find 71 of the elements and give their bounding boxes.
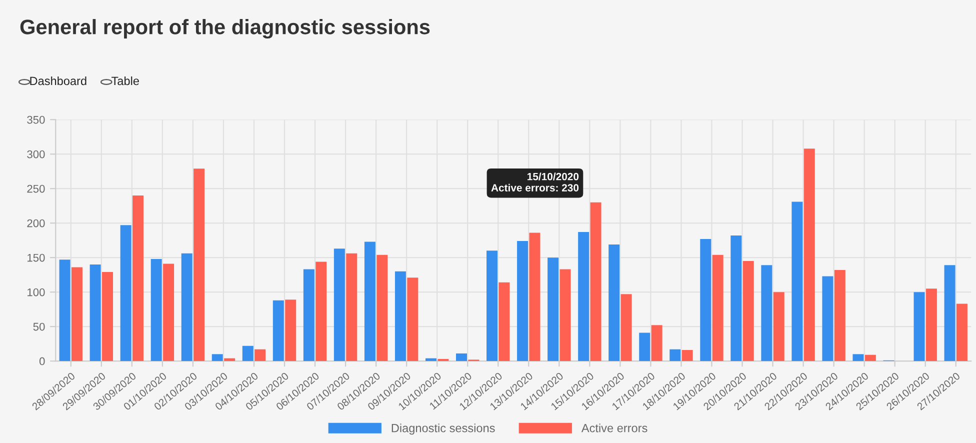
y-tick-label: 200 [27,219,45,228]
bar [59,260,70,362]
chart-title: General report of the diagnostic sessions [20,19,430,39]
annotation: 15/10/2020 Active errors: 230 [491,172,579,192]
bar [334,248,345,362]
y-tick-label: 250 [27,184,45,193]
y-tick-label: 100 [28,288,45,296]
bar [486,250,498,362]
text: Dashboard [30,76,86,86]
bar [730,236,742,362]
bar [773,292,784,362]
bar [272,300,284,362]
bar [212,354,223,362]
bar [864,354,876,362]
bar [254,349,266,362]
bar [102,272,114,362]
bar [620,294,632,362]
bar [163,264,174,362]
bar [364,242,376,362]
bar [822,276,834,362]
bar [181,253,192,362]
y-tick-label: 0 [39,357,45,366]
bar [285,300,296,362]
bar [682,350,693,362]
bar [956,304,968,362]
bar [590,202,602,362]
bar [425,358,436,362]
bar [792,202,803,362]
bar [438,358,449,362]
y-tick-label: 150 [28,254,45,262]
text: Table [112,76,139,86]
bar [194,168,205,362]
bar [316,262,327,362]
bar [804,148,815,362]
bar [224,358,236,362]
bar [498,282,510,362]
bar [242,346,254,362]
bar [761,265,772,362]
bar [394,271,406,362]
bar [834,270,846,362]
bar [578,232,590,362]
bar [529,232,540,362]
bar [456,353,467,362]
bar [517,241,528,362]
bar [72,267,82,362]
bar [150,258,162,362]
bar [346,253,358,362]
bar [560,269,571,362]
bar [651,325,662,362]
bar [608,244,620,362]
bar [376,254,388,362]
bar [639,332,650,362]
legend-label: Active errors [581,424,648,432]
bar [944,265,956,362]
bar [120,225,132,362]
y-tick-label: 50 [33,322,45,331]
bar [712,254,724,362]
bar [926,288,937,362]
bar [914,292,925,362]
bar [700,238,712,362]
bar [407,278,418,362]
legend-label: Diagnostic sessions [392,424,495,435]
y-tick-label: 350 [27,116,45,124]
bar [90,264,101,362]
bar [670,349,681,362]
bar [852,354,864,362]
bar [548,258,559,362]
y-tick-label: 300 [27,150,45,158]
bar [742,261,754,362]
bar [303,269,314,362]
bar [132,195,144,362]
